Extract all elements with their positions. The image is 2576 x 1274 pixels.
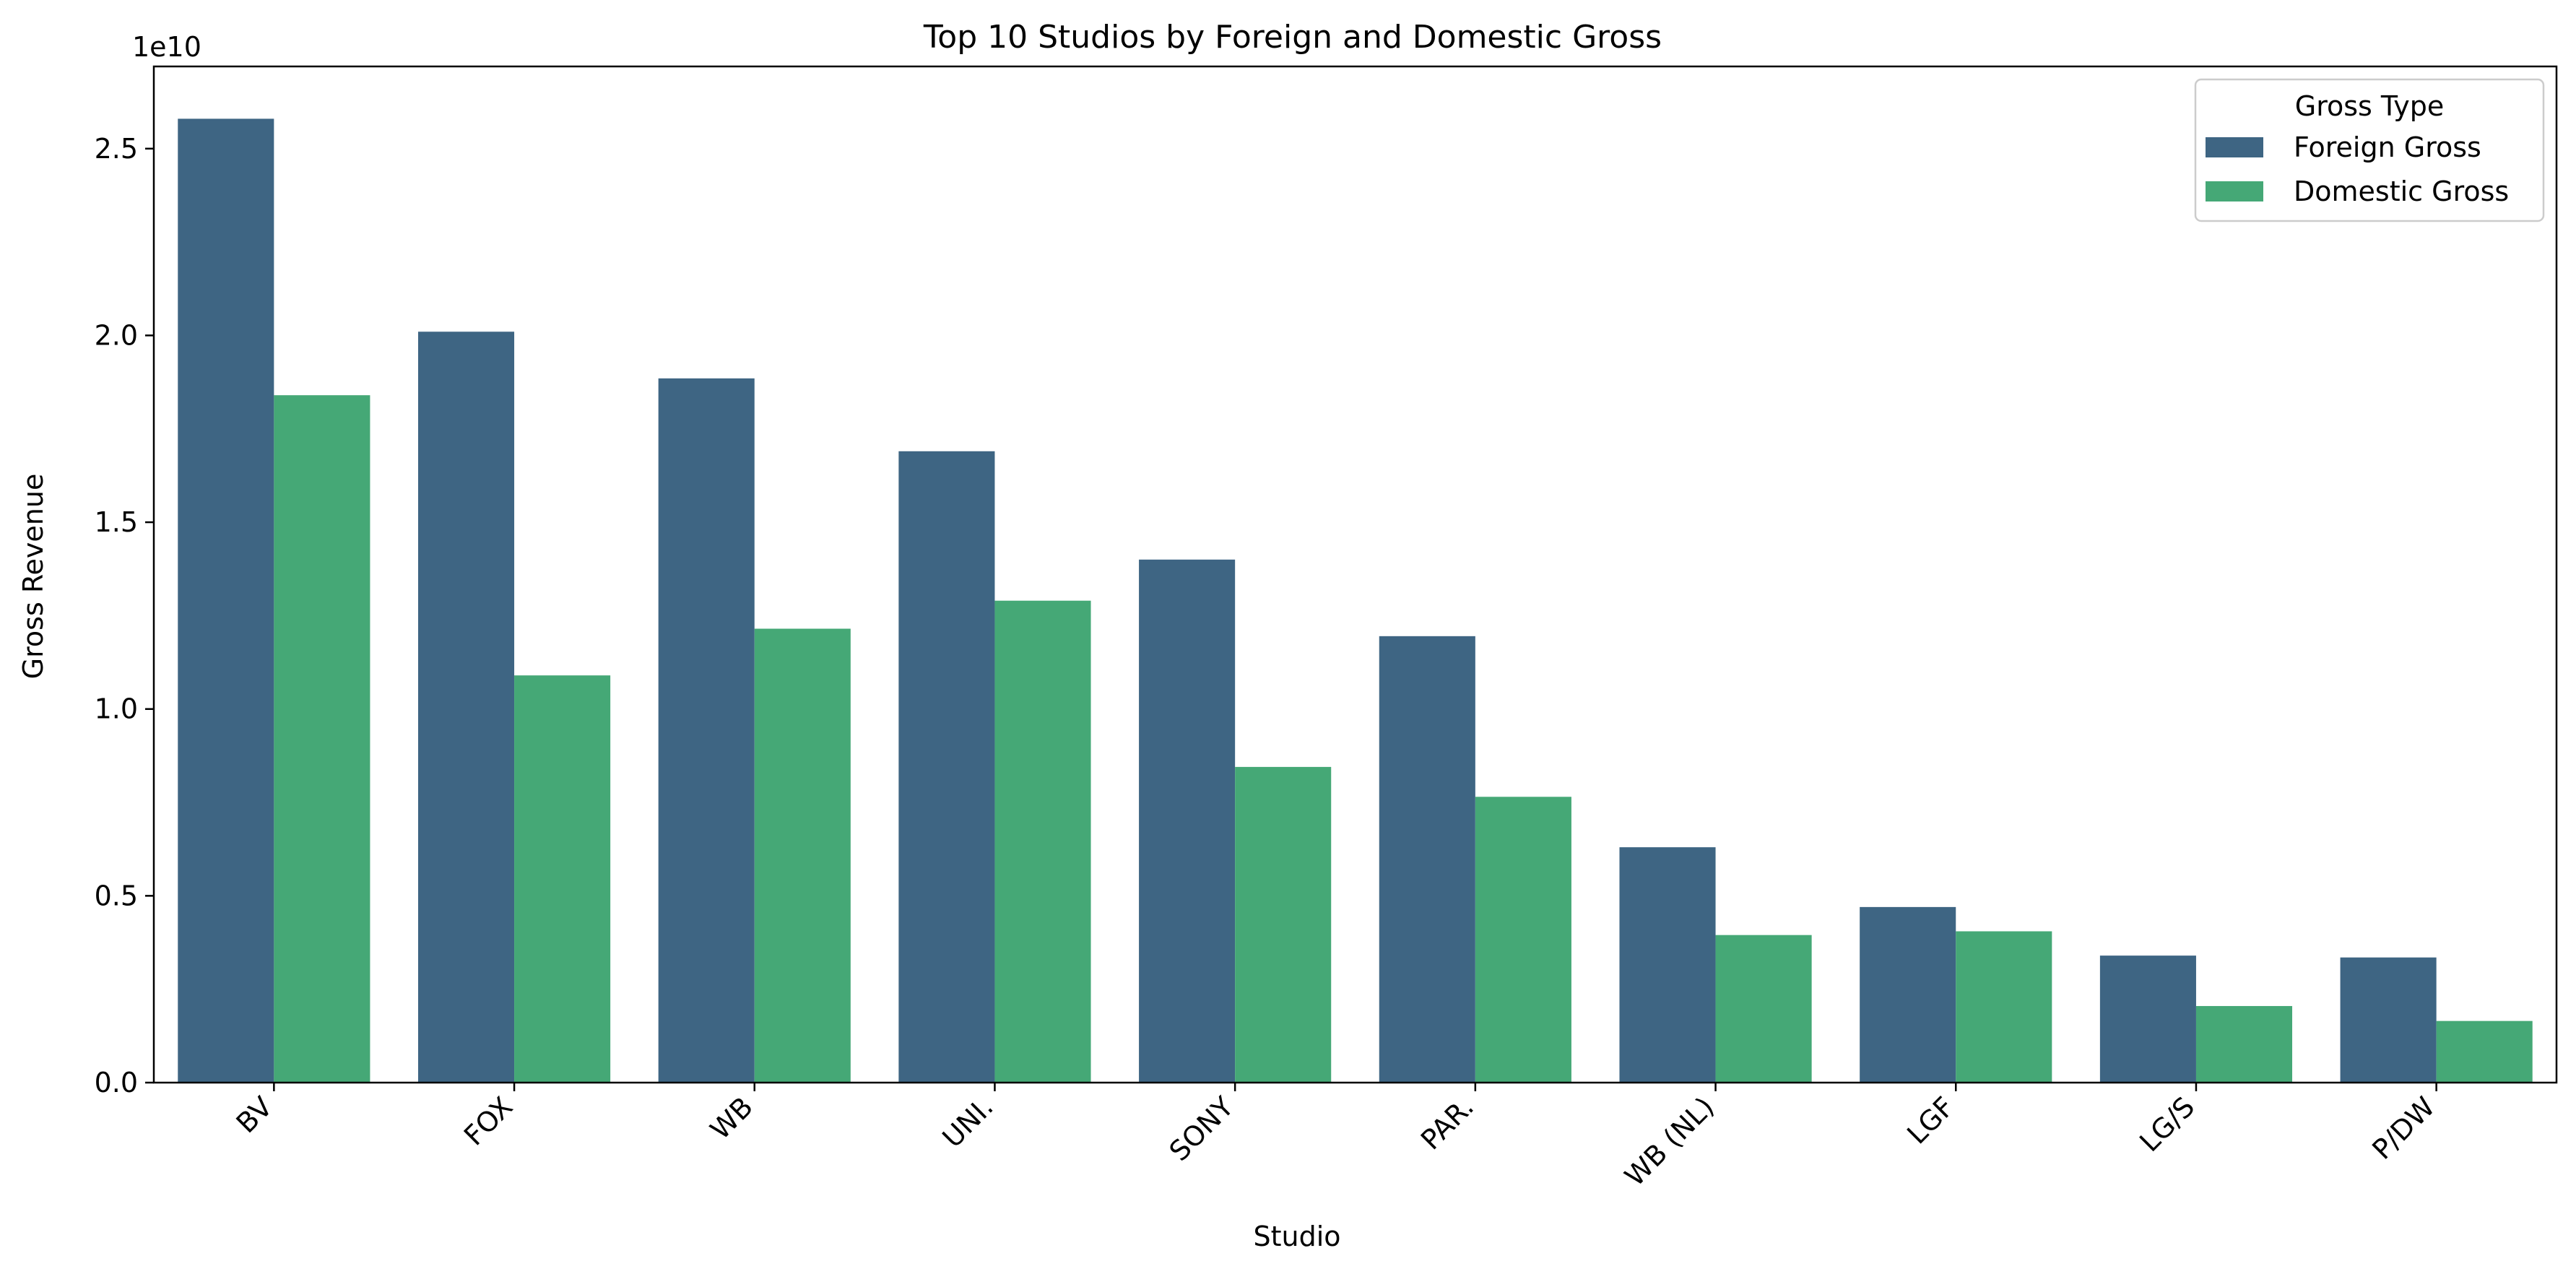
bar-domestic-gross-uni: [994, 600, 1091, 1083]
legend-box: [2194, 78, 2545, 222]
bar-foreign-gross-p-dw: [2340, 957, 2437, 1083]
bar-domestic-gross-p-dw: [2436, 1020, 2533, 1083]
legend-title: Gross Type: [2295, 90, 2444, 122]
y-tick-label-5: 2.5: [95, 133, 138, 165]
bar-foreign-gross-lg-s: [2099, 956, 2196, 1083]
bar-domestic-gross-wb-nl: [1715, 935, 1812, 1083]
x-axis-label: Studio: [1253, 1221, 1340, 1252]
legend: Gross Type Foreign Gross Domestic Gross: [2194, 78, 2545, 222]
chart-title: Top 10 Studios by Foreign and Domestic G…: [923, 19, 1662, 56]
y-tick-label-3: 1.5: [95, 506, 138, 538]
bar-foreign-gross-sony: [1139, 559, 1236, 1083]
y-axis-offset-label: 1e10: [132, 31, 201, 63]
bar-foreign-gross-uni: [898, 451, 995, 1083]
y-axis-label: Gross Revenue: [17, 474, 49, 680]
bar-foreign-gross-lgf: [1860, 906, 1956, 1083]
legend-swatch-domestic-gross: [2206, 181, 2263, 202]
y-tick-label-4: 2.0: [95, 319, 138, 351]
bar-domestic-gross-lgf: [1956, 931, 2052, 1083]
bar-domestic-gross-lg-s: [2195, 1005, 2293, 1083]
legend-label-domestic-gross: Domestic Gross: [2294, 176, 2509, 207]
bar-domestic-gross-bv: [274, 395, 370, 1083]
plot-frame: [152, 65, 2558, 1084]
bar-foreign-gross-par: [1379, 636, 1475, 1083]
legend-swatch-foreign-gross: [2206, 137, 2263, 157]
y-tick-label-1: 0.5: [95, 880, 138, 911]
bar-foreign-gross-bv: [178, 118, 274, 1083]
bar-domestic-gross-fox: [514, 675, 611, 1083]
y-tick-label-2: 1.0: [95, 693, 138, 725]
bar-foreign-gross-wb: [658, 378, 755, 1083]
bar-foreign-gross-fox: [417, 332, 515, 1083]
bar-domestic-gross-wb: [754, 628, 851, 1083]
bar-foreign-gross-wb-nl: [1619, 847, 1716, 1083]
bar-domestic-gross-sony: [1235, 766, 1332, 1083]
legend-label-foreign-gross: Foreign Gross: [2294, 131, 2481, 163]
y-tick-label-0: 0.0: [95, 1067, 138, 1098]
bars-group: [178, 118, 2533, 1083]
bar-domestic-gross-par: [1475, 797, 1571, 1083]
